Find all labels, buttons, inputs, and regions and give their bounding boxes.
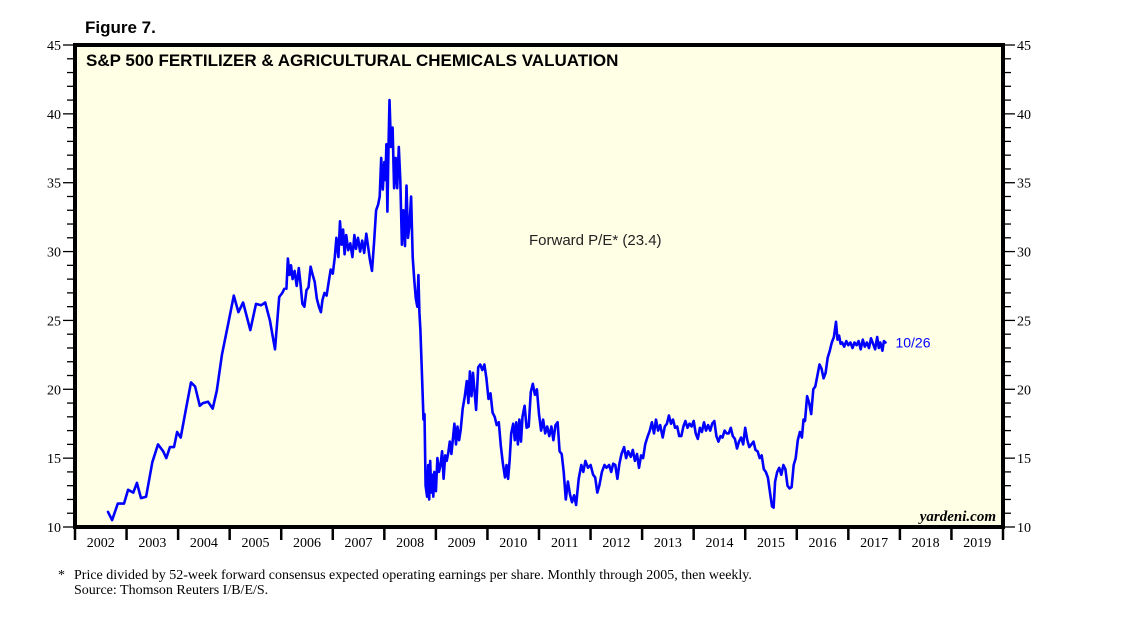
x-tick-label: 2003 [138, 536, 166, 551]
x-tick-label: 2015 [757, 536, 785, 551]
series-line [106, 287, 286, 522]
y-tick-label-right: 15 [1017, 452, 1031, 467]
x-tick-label: 2016 [809, 536, 837, 551]
x-tick-label: 2013 [654, 536, 682, 551]
y-axis-left: 10 15 20 25 30 35 40 45 [47, 39, 75, 536]
last-date-label: 10/26 [895, 334, 930, 350]
x-tick-label: 2007 [345, 536, 373, 551]
x-tick-label: 2019 [963, 536, 991, 551]
y-tick-label-left: 25 [47, 314, 61, 329]
chart-title: S&P 500 FERTILIZER & AGRICULTURAL CHEMIC… [86, 51, 618, 70]
y-tick-label-left: 45 [47, 39, 61, 54]
plot-area [75, 45, 1003, 527]
y-tick-label-left: 15 [47, 452, 61, 467]
y-tick-label-left: 40 [47, 108, 61, 123]
x-tick-label: 2002 [87, 536, 115, 551]
footnote: * Price divided by 52-week forward consen… [58, 568, 752, 598]
series-annotation: Forward P/E* (23.4) [529, 232, 662, 249]
x-tick-label: 2017 [860, 536, 888, 551]
series-layer [106, 98, 887, 522]
x-tick-label: 2012 [602, 536, 630, 551]
series-line [285, 98, 887, 509]
plot-frame [73, 43, 1005, 529]
y-tick-label-right: 45 [1017, 39, 1031, 54]
y-tick-label-right: 25 [1017, 314, 1031, 329]
figure-label: Figure 7. [85, 18, 156, 37]
y-tick-label-left: 30 [47, 246, 61, 261]
x-tick-label: 2018 [912, 536, 940, 551]
x-tick-label: 2004 [190, 536, 218, 551]
y-tick-label-right: 35 [1017, 177, 1031, 192]
y-tick-label-right: 30 [1017, 246, 1031, 261]
x-tick-label: 2006 [293, 536, 321, 551]
y-tick-label-left: 10 [47, 521, 61, 536]
x-axis: 2002 2003 2004 2005 2006 2007 2008 2009 2010 2011… [73, 527, 1005, 551]
x-tick-label: 2009 [448, 536, 476, 551]
x-tick-label: 2014 [705, 536, 733, 551]
footnote-marker: * [58, 568, 65, 583]
y-tick-label-right: 10 [1017, 521, 1031, 536]
y-axis-right: 10 15 20 25 30 35 40 45 [1003, 39, 1031, 536]
x-tick-label: 2008 [396, 536, 424, 551]
x-tick-label: 2011 [551, 536, 578, 551]
footnote-text: Price divided by 52-week forward consens… [74, 568, 752, 583]
y-tick-label-right: 20 [1017, 383, 1031, 398]
y-tick-label-right: 40 [1017, 108, 1031, 123]
x-tick-label: 2005 [241, 536, 269, 551]
source-text: Source: Thomson Reuters I/B/E/S. [74, 583, 269, 598]
y-tick-label-left: 20 [47, 383, 61, 398]
watermark: yardeni.com [918, 509, 996, 525]
y-tick-label-left: 35 [47, 177, 61, 192]
x-tick-label: 2010 [499, 536, 527, 551]
